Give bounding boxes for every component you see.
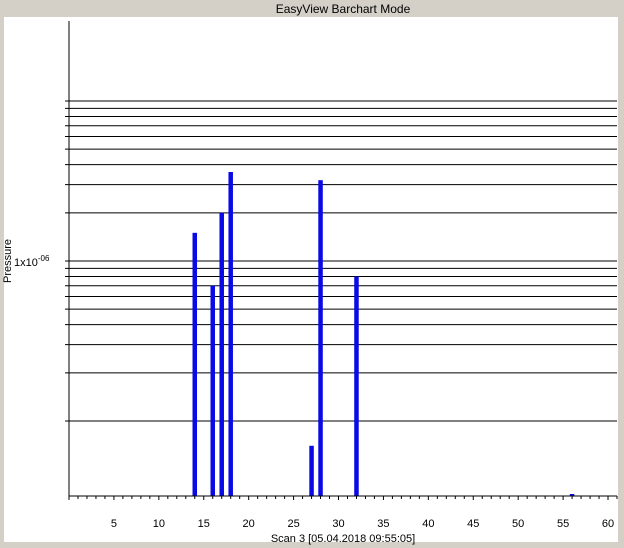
x-axis-label: Scan 3 [05.04.2018 09:55:05] [271, 533, 415, 545]
x-tick-label-60: 60 [602, 518, 614, 530]
y-tick-label: 1x10-06 [14, 254, 50, 269]
x-tick-label-10: 10 [153, 518, 165, 530]
y-tick-exponent: -06 [38, 254, 50, 263]
chart-title: EasyView Barchart Mode [276, 2, 411, 16]
bars [192, 171, 575, 497]
x-tick-label-20: 20 [243, 518, 255, 530]
x-tick-label-55: 55 [557, 518, 569, 530]
x-tick-label-35: 35 [377, 518, 389, 530]
bar-17 [219, 212, 224, 496]
bar-28 [318, 180, 323, 496]
bar-18 [228, 171, 233, 497]
x-tick-label-40: 40 [422, 518, 434, 530]
bar-27 [309, 445, 314, 496]
x-tick-label-25: 25 [287, 518, 299, 530]
x-tick-labels: 5 10 15 20 25 30 35 40 45 50 55 60 [111, 518, 614, 530]
x-tick-label-45: 45 [467, 518, 479, 530]
bar-14 [192, 232, 198, 497]
x-tick-label-50: 50 [512, 518, 524, 530]
bar-16 [210, 285, 215, 496]
x-tick-label-5: 5 [111, 518, 117, 530]
y-axis-label: Pressure [2, 239, 14, 283]
bar-56 [569, 494, 575, 496]
x-tick-label-30: 30 [332, 518, 344, 530]
y-tick-mantissa: 1x10 [14, 257, 38, 269]
axes [68, 21, 618, 500]
bar-32 [354, 276, 359, 496]
grid-lines [65, 100, 617, 422]
x-tick-label-15: 15 [198, 518, 210, 530]
